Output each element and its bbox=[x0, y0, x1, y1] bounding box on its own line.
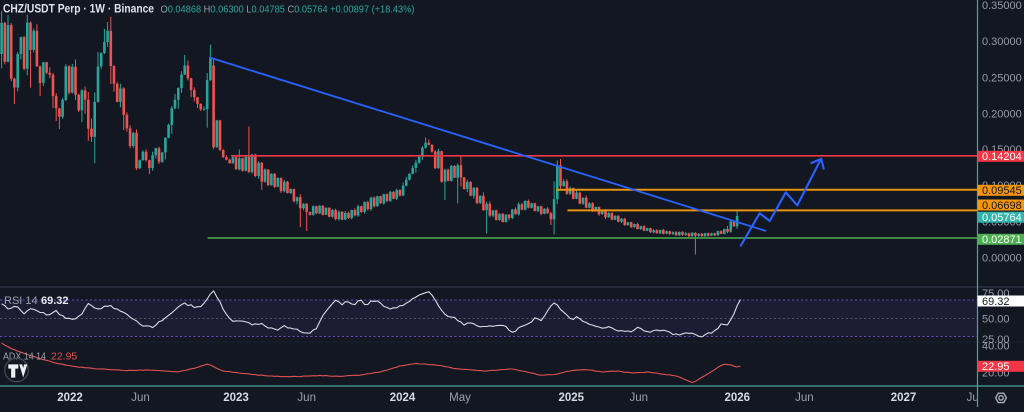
svg-text:0.25000: 0.25000 bbox=[982, 72, 1022, 84]
svg-text:0.05764: 0.05764 bbox=[982, 212, 1022, 224]
svg-text:0.00000: 0.00000 bbox=[982, 253, 1022, 265]
svg-text:O0.04868 H0.06300 L0.04785 C0.: O0.04868 H0.06300 L0.04785 C0.05764 +0.0… bbox=[161, 5, 415, 16]
svg-text:0.09545: 0.09545 bbox=[982, 185, 1022, 197]
svg-text:0.02871: 0.02871 bbox=[982, 234, 1022, 246]
svg-text:69.32: 69.32 bbox=[41, 295, 69, 307]
svg-text:Jun: Jun bbox=[630, 392, 649, 404]
svg-text:2027: 2027 bbox=[891, 392, 917, 404]
svg-text:22.95: 22.95 bbox=[51, 351, 77, 363]
svg-text:RSI 14: RSI 14 bbox=[4, 295, 38, 307]
svg-text:2025: 2025 bbox=[559, 392, 585, 404]
svg-text:69.32: 69.32 bbox=[982, 296, 1010, 308]
svg-text:40.00: 40.00 bbox=[982, 340, 1010, 352]
svg-text:0.06698: 0.06698 bbox=[982, 200, 1022, 212]
svg-text:0.35000: 0.35000 bbox=[982, 0, 1022, 12]
svg-text:0.20000: 0.20000 bbox=[982, 108, 1022, 120]
svg-text:2024: 2024 bbox=[390, 392, 416, 404]
svg-text:0.30000: 0.30000 bbox=[982, 36, 1022, 48]
svg-text:2023: 2023 bbox=[223, 392, 249, 404]
svg-text:2026: 2026 bbox=[725, 392, 751, 404]
svg-text:50.00: 50.00 bbox=[982, 313, 1010, 325]
svg-text:Jun: Jun bbox=[297, 392, 316, 404]
svg-text:22.95: 22.95 bbox=[982, 361, 1010, 373]
svg-text:Jun: Jun bbox=[795, 392, 814, 404]
svg-text:May: May bbox=[449, 392, 471, 404]
svg-text:Jun: Jun bbox=[131, 392, 150, 404]
svg-text:0.14204: 0.14204 bbox=[982, 151, 1022, 163]
svg-text:CHZ/USDT Perp · 1W · Binance: CHZ/USDT Perp · 1W · Binance bbox=[3, 2, 154, 16]
svg-text:2022: 2022 bbox=[57, 392, 83, 404]
